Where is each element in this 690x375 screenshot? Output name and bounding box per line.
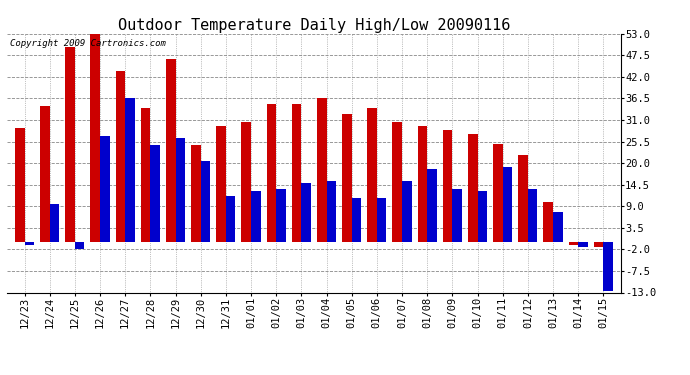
Bar — [100, 136, 110, 242]
Bar — [367, 108, 377, 242]
Bar — [302, 183, 311, 242]
Bar — [528, 189, 538, 242]
Bar — [201, 161, 210, 242]
Bar — [141, 108, 150, 242]
Bar — [40, 106, 50, 242]
Bar — [191, 146, 201, 242]
Bar — [377, 198, 386, 242]
Bar — [443, 130, 453, 242]
Bar — [175, 138, 185, 242]
Bar — [226, 196, 235, 242]
Bar — [266, 104, 276, 242]
Bar — [468, 134, 477, 242]
Bar — [393, 122, 402, 242]
Bar — [342, 114, 352, 242]
Bar — [417, 126, 427, 242]
Bar — [594, 242, 603, 248]
Bar — [50, 204, 59, 242]
Bar — [15, 128, 25, 242]
Bar — [503, 167, 512, 242]
Title: Outdoor Temperature Daily High/Low 20090116: Outdoor Temperature Daily High/Low 20090… — [118, 18, 510, 33]
Bar — [326, 181, 336, 242]
Bar — [553, 212, 562, 242]
Bar — [518, 155, 528, 242]
Bar — [427, 169, 437, 242]
Bar — [603, 242, 613, 291]
Bar — [75, 242, 84, 249]
Bar — [402, 181, 412, 242]
Text: Copyright 2009 Cartronics.com: Copyright 2009 Cartronics.com — [10, 39, 166, 48]
Bar — [578, 242, 588, 248]
Bar — [216, 126, 226, 242]
Bar — [292, 104, 302, 242]
Bar — [251, 190, 261, 242]
Bar — [150, 146, 160, 242]
Bar — [352, 198, 362, 242]
Bar — [125, 99, 135, 242]
Bar — [166, 59, 175, 242]
Bar — [90, 26, 100, 241]
Bar — [477, 190, 487, 242]
Bar — [493, 144, 503, 242]
Bar — [276, 189, 286, 242]
Bar — [569, 242, 578, 246]
Bar — [66, 48, 75, 242]
Bar — [453, 189, 462, 242]
Bar — [544, 202, 553, 242]
Bar — [116, 71, 125, 242]
Bar — [25, 242, 34, 246]
Bar — [241, 122, 251, 242]
Bar — [317, 99, 326, 242]
